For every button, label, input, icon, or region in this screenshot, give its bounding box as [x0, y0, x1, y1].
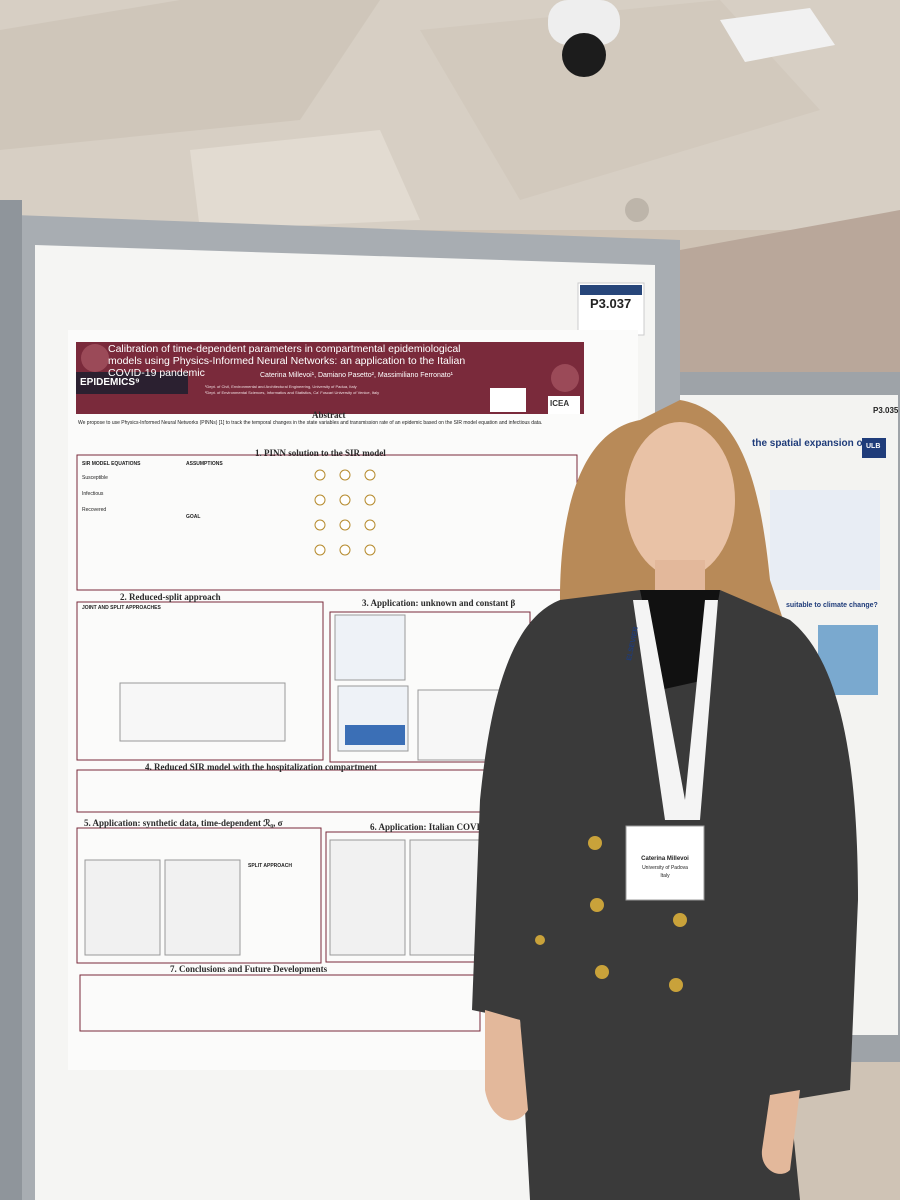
camera	[548, 0, 620, 45]
sensor	[720, 8, 835, 62]
plot-noise	[345, 725, 405, 745]
table	[119, 682, 286, 742]
compartment-label: Infectious	[82, 491, 104, 497]
neighbor-question: suitable to climate change?	[786, 602, 878, 609]
poster-title: Calibration of time-dependent parameters…	[108, 343, 466, 380]
plot	[164, 859, 241, 956]
abstract-heading: Abstract	[312, 410, 346, 420]
ceiling-tile	[0, 0, 380, 150]
conference-name: EPIDEMICS⁹	[80, 377, 140, 388]
neighbor-title: the spatial expansion of	[752, 438, 866, 449]
section-box	[76, 601, 324, 761]
neighbor-logo: ULB	[866, 443, 881, 450]
compartment-label: Susceptible	[82, 475, 108, 481]
funding-logos	[490, 388, 526, 412]
lanyard	[633, 600, 718, 820]
section-heading: 1. PINN solution to the SIR model	[255, 448, 386, 458]
poster-label: SPLIT APPROACH	[248, 863, 292, 869]
network-diagram	[314, 469, 376, 556]
section-box	[76, 827, 322, 964]
hand	[485, 1010, 528, 1121]
section-heading: 5. Application: synthetic data, time-dep…	[84, 818, 283, 828]
poster-number-header	[580, 285, 642, 295]
poster-authors: Caterina Millevoi¹, Damiano Pasetto², Ma…	[260, 372, 453, 379]
badge	[625, 825, 705, 901]
badge-name: Caterina Millevoi	[641, 856, 689, 862]
poster-label: ASSUMPTIONS	[186, 461, 223, 467]
plot	[329, 839, 406, 956]
section-heading: 4. Reduced SIR model with the hospitaliz…	[145, 762, 377, 772]
section-heading: 2. Reduced-split approach	[120, 592, 221, 602]
abstract-text: We propose to use Physics-Informed Neura…	[78, 420, 543, 426]
board-edge	[0, 200, 22, 1200]
face	[625, 422, 735, 578]
poster-label: JOINT AND SPLIT APPROACHES	[82, 605, 161, 611]
section-heading: 3. Application: unknown and constant β	[362, 598, 516, 608]
poster-label: GOAL	[186, 514, 201, 520]
plot	[409, 839, 486, 956]
badge-country: Italy	[660, 873, 670, 879]
poster-affiliation: ¹Dept. of Civil, Environmental and Archi…	[205, 384, 357, 389]
poster-number: P3.037	[590, 296, 632, 311]
badge-affiliation: University of Padova	[642, 865, 688, 871]
icea-logo: ICEA	[550, 399, 570, 408]
vent	[625, 198, 649, 222]
compartment-label: Recovered	[82, 507, 107, 513]
poster-affiliation: ²Dept. of Environmental Sciences, Inform…	[205, 390, 380, 395]
wall-shadow	[680, 210, 900, 380]
buttons	[535, 836, 687, 992]
conference-banner	[76, 372, 188, 394]
neighbor-number: P3.035	[873, 406, 899, 415]
poster-label: SIR MODEL EQUATIONS	[82, 461, 141, 467]
ceiling-tile	[420, 0, 820, 200]
icea-logo-box	[548, 396, 580, 414]
university-seal	[81, 344, 109, 372]
plot	[334, 614, 406, 681]
neighbor-logo-box	[862, 438, 886, 458]
hand	[761, 1090, 800, 1174]
ceiling-tile	[190, 130, 420, 230]
section-heading: 7. Conclusions and Future Developments	[170, 964, 328, 974]
section-heading: 6. Application: Italian COVID	[370, 822, 487, 832]
neighbor-figure	[770, 490, 880, 590]
camera-lens	[562, 33, 606, 77]
plot	[84, 859, 161, 956]
university-seal	[551, 364, 579, 392]
